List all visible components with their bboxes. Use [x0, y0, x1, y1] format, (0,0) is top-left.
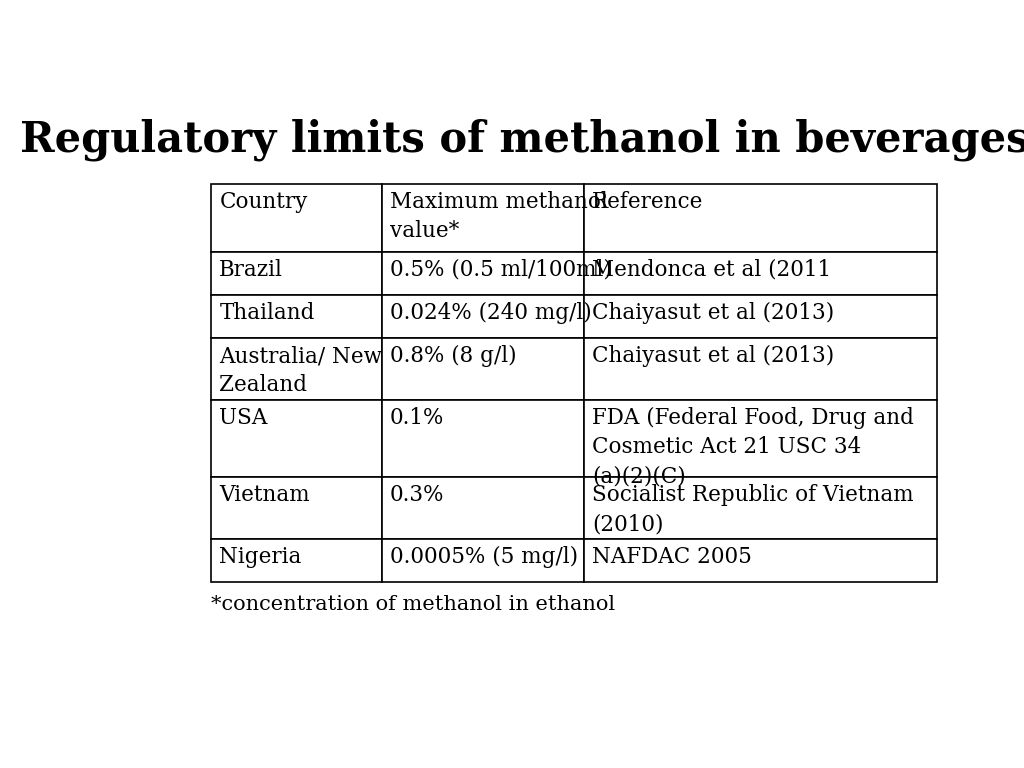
Bar — [585, 400, 938, 477]
Text: Nigeria: Nigeria — [219, 546, 302, 568]
Text: USA: USA — [219, 407, 267, 429]
Bar — [382, 338, 585, 400]
Bar — [585, 338, 938, 400]
Bar — [211, 400, 382, 477]
Text: Reference: Reference — [592, 191, 703, 213]
Bar — [585, 477, 938, 539]
Text: Mendonca et al (2011: Mendonca et al (2011 — [592, 259, 831, 281]
Bar — [382, 295, 585, 338]
Text: 0.3%: 0.3% — [390, 485, 444, 506]
Text: 0.0005% (5 mg/l): 0.0005% (5 mg/l) — [390, 546, 578, 568]
Text: FDA (Federal Food, Drug and
Cosmetic Act 21 USC 34
(a)(2)(C): FDA (Federal Food, Drug and Cosmetic Act… — [592, 407, 914, 487]
Bar — [211, 295, 382, 338]
Bar — [382, 184, 585, 252]
Text: Australia/ New
Zealand: Australia/ New Zealand — [219, 346, 382, 396]
Text: 0.8% (8 g/l): 0.8% (8 g/l) — [390, 346, 516, 367]
Text: 0.024% (240 mg/l): 0.024% (240 mg/l) — [390, 302, 592, 324]
Bar — [585, 184, 938, 252]
Text: Country: Country — [219, 191, 307, 213]
Text: Thailand: Thailand — [219, 302, 314, 324]
Text: Regulatory limits of methanol in beverages: Regulatory limits of methanol in beverag… — [20, 119, 1024, 161]
Text: Socialist Republic of Vietnam
(2010): Socialist Republic of Vietnam (2010) — [592, 485, 913, 535]
Bar — [382, 539, 585, 582]
Text: Maximum methanol
value*: Maximum methanol value* — [390, 191, 607, 242]
Text: Chaiyasut et al (2013): Chaiyasut et al (2013) — [592, 346, 835, 367]
Text: Chaiyasut et al (2013): Chaiyasut et al (2013) — [592, 302, 835, 324]
Bar — [211, 184, 382, 252]
Bar — [585, 539, 938, 582]
Text: 0.5% (0.5 ml/100ml): 0.5% (0.5 ml/100ml) — [390, 259, 611, 281]
Bar — [585, 295, 938, 338]
Text: *concentration of methanol in ethanol: *concentration of methanol in ethanol — [211, 595, 615, 614]
Text: NAFDAC 2005: NAFDAC 2005 — [592, 546, 753, 568]
Bar — [382, 252, 585, 295]
Bar — [211, 539, 382, 582]
Bar — [211, 252, 382, 295]
Bar — [382, 477, 585, 539]
Text: 0.1%: 0.1% — [390, 407, 444, 429]
Text: Brazil: Brazil — [219, 259, 284, 281]
Bar — [585, 252, 938, 295]
Bar — [211, 477, 382, 539]
Bar — [382, 400, 585, 477]
Bar — [211, 338, 382, 400]
Text: Vietnam: Vietnam — [219, 485, 310, 506]
